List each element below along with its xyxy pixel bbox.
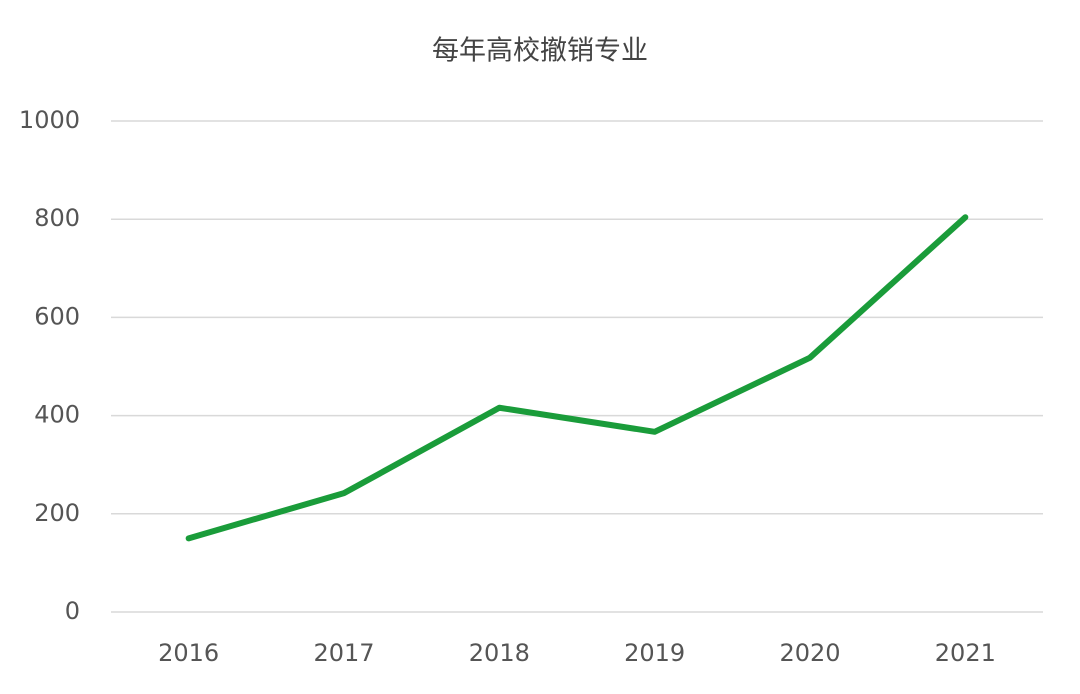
y-tick-label: 800: [34, 204, 80, 232]
y-tick-label: 1000: [19, 106, 80, 134]
y-tick-label: 0: [65, 597, 80, 625]
x-tick-label: 2021: [935, 639, 996, 667]
x-tick-label: 2016: [158, 639, 219, 667]
data-line: [185, 214, 969, 542]
x-tick-label: 2018: [469, 639, 530, 667]
y-tick-label: 400: [34, 401, 80, 429]
x-tick-label: 2020: [779, 639, 840, 667]
x-tick-label: 2019: [624, 639, 685, 667]
x-tick-label: 2017: [313, 639, 374, 667]
y-tick-label: 600: [34, 302, 80, 330]
chart-title: 每年高校撤销专业: [432, 36, 648, 67]
y-tick-label: 200: [34, 499, 80, 527]
